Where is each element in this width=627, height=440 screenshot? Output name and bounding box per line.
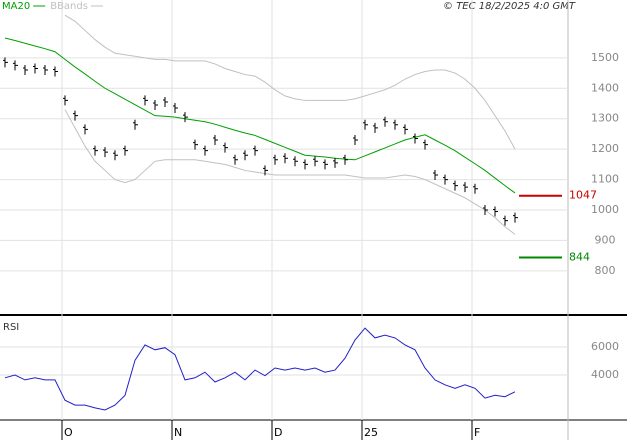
- price-bar: [233, 154, 238, 165]
- ma-line: [4, 37, 516, 194]
- price-bar: [453, 180, 458, 191]
- price-bar: [443, 174, 448, 185]
- price-bar: [273, 154, 278, 165]
- y-tick-label: 900: [595, 233, 616, 246]
- legend-label: MA20: [2, 1, 30, 12]
- price-bar: [293, 156, 298, 167]
- price-bar: [343, 154, 348, 165]
- price-bar: [243, 150, 248, 161]
- price-bar: [173, 103, 178, 114]
- price-bar: [183, 112, 188, 123]
- price-bar: [113, 150, 118, 161]
- level-label: 1047: [569, 189, 597, 202]
- price-bar: [3, 57, 8, 68]
- price-bar: [323, 159, 328, 170]
- price-bar: [103, 147, 108, 158]
- y-tick-label: 1100: [591, 173, 619, 186]
- y-tick-label: 1400: [591, 81, 619, 94]
- price-bar: [313, 156, 318, 167]
- price-bar: [463, 182, 468, 193]
- price-bar: [23, 65, 28, 75]
- price-bar: [63, 95, 68, 106]
- y-tick-label: 1200: [591, 142, 619, 155]
- y-tick-label: 4000: [591, 368, 619, 381]
- price-bar: [373, 122, 378, 133]
- bband-lower: [64, 109, 516, 235]
- price-bar: [13, 60, 18, 71]
- x-tick-label: N: [174, 426, 182, 439]
- y-tick-label: 1500: [591, 51, 619, 64]
- price-bar: [253, 145, 258, 156]
- price-bar: [33, 63, 38, 74]
- price-bar: [333, 157, 338, 168]
- price-bar: [393, 119, 398, 130]
- price-bar: [213, 135, 218, 145]
- price-bar: [93, 145, 98, 156]
- price-bar: [153, 100, 158, 110]
- price-bar: [363, 119, 368, 130]
- legend-label: BBands: [50, 1, 88, 12]
- price-bar: [303, 159, 308, 170]
- x-tick-label: O: [64, 426, 73, 439]
- price-bar: [73, 110, 78, 121]
- price-bar: [473, 183, 478, 194]
- price-bar: [223, 142, 228, 153]
- y-tick-label: 1300: [591, 112, 619, 125]
- price-bar: [433, 170, 438, 180]
- price-bar: [413, 133, 418, 144]
- price-bar: [383, 116, 388, 127]
- price-bar: [423, 139, 428, 150]
- price-bar: [283, 153, 288, 164]
- y-tick-label: 6000: [591, 340, 619, 353]
- rsi-line: [4, 327, 516, 411]
- price-bar: [83, 124, 88, 135]
- y-tick-label: 800: [595, 264, 616, 277]
- x-tick-label: F: [474, 426, 480, 439]
- price-bar: [483, 205, 488, 215]
- copyright: © TEC 18/2/2025 4:0 GMT: [443, 1, 576, 12]
- price-bar: [53, 66, 58, 77]
- price-bar: [493, 206, 498, 217]
- price-bar: [133, 119, 138, 130]
- price-bar: [193, 139, 198, 150]
- x-tick-label: D: [274, 426, 282, 439]
- price-bar: [123, 145, 128, 156]
- rsi-title: RSI: [3, 322, 19, 333]
- level-label: 844: [569, 250, 590, 263]
- x-tick-label: 25: [364, 426, 378, 439]
- price-bar: [203, 145, 208, 156]
- bband-upper: [64, 14, 516, 150]
- price-bar: [353, 135, 358, 145]
- price-bar: [403, 124, 408, 135]
- price-bar: [263, 165, 268, 176]
- price-bar: [513, 212, 518, 223]
- price-bar: [163, 96, 168, 107]
- price-bar: [143, 95, 148, 106]
- y-tick-label: 1000: [591, 203, 619, 216]
- price-bar: [43, 65, 48, 75]
- price-bar: [503, 215, 508, 226]
